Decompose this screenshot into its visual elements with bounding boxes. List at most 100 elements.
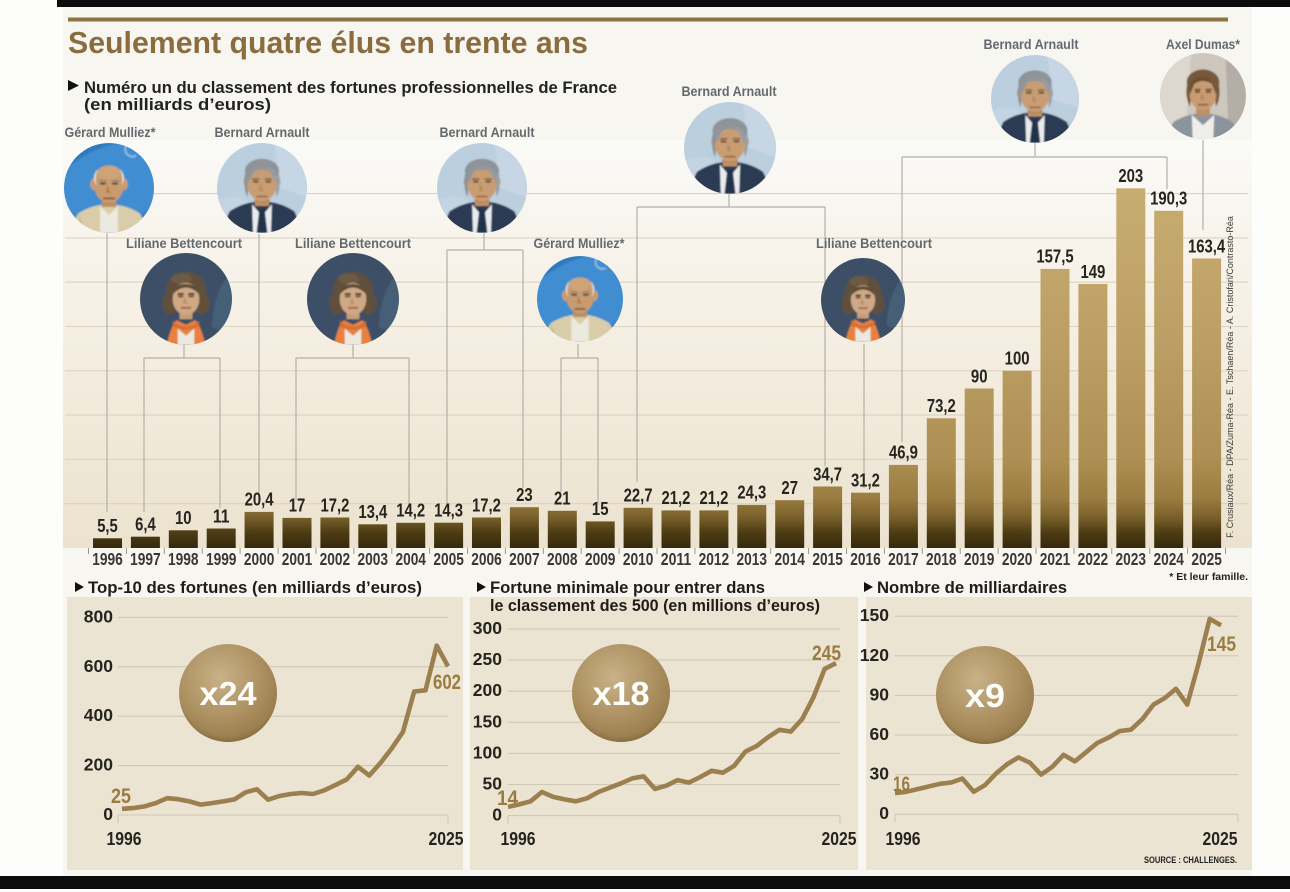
svg-text:190,3: 190,3 bbox=[1150, 189, 1187, 209]
svg-text:300: 300 bbox=[473, 618, 502, 638]
svg-text:21: 21 bbox=[554, 489, 571, 509]
svg-text:149: 149 bbox=[1080, 262, 1105, 282]
svg-text:2012: 2012 bbox=[699, 549, 730, 569]
svg-text:Nombre de milliardaires: Nombre de milliardaires bbox=[877, 579, 1067, 597]
svg-text:163,4: 163,4 bbox=[1188, 236, 1225, 256]
svg-text:Bernard Arnault: Bernard Arnault bbox=[984, 37, 1079, 52]
svg-text:6,4: 6,4 bbox=[135, 515, 156, 535]
svg-text:2025: 2025 bbox=[1191, 549, 1222, 569]
svg-text:2002: 2002 bbox=[320, 549, 351, 569]
svg-text:2010: 2010 bbox=[623, 549, 654, 569]
svg-text:Axel Dumas*: Axel Dumas* bbox=[1166, 37, 1241, 52]
svg-text:2025: 2025 bbox=[429, 828, 464, 849]
svg-text:2007: 2007 bbox=[509, 549, 540, 569]
svg-text:14,3: 14,3 bbox=[434, 501, 463, 521]
svg-text:30: 30 bbox=[870, 764, 890, 784]
svg-text:150: 150 bbox=[860, 605, 889, 625]
svg-text:2008: 2008 bbox=[547, 549, 578, 569]
svg-text:Liliane Bettencourt: Liliane Bettencourt bbox=[816, 236, 932, 251]
svg-text:60: 60 bbox=[870, 724, 890, 744]
svg-text:Bernard Arnault: Bernard Arnault bbox=[215, 125, 310, 140]
svg-text:100: 100 bbox=[1005, 349, 1030, 369]
svg-text:200: 200 bbox=[84, 755, 113, 775]
svg-text:2005: 2005 bbox=[433, 549, 464, 569]
svg-text:73,2: 73,2 bbox=[927, 396, 956, 416]
svg-text:200: 200 bbox=[473, 680, 502, 700]
svg-text:21,2: 21,2 bbox=[662, 488, 691, 508]
svg-text:17,2: 17,2 bbox=[320, 495, 349, 515]
svg-text:145: 145 bbox=[1207, 632, 1236, 656]
svg-text:Gérard Mulliez*: Gérard Mulliez* bbox=[65, 125, 157, 140]
svg-text:Gérard Mulliez*: Gérard Mulliez* bbox=[534, 236, 626, 251]
svg-text:x24: x24 bbox=[200, 675, 258, 712]
svg-text:20,4: 20,4 bbox=[245, 490, 274, 510]
svg-text:2000: 2000 bbox=[244, 549, 275, 569]
svg-text:1996: 1996 bbox=[501, 828, 536, 849]
svg-text:2011: 2011 bbox=[661, 549, 692, 569]
svg-text:2015: 2015 bbox=[812, 549, 843, 569]
svg-text:120: 120 bbox=[860, 645, 889, 665]
svg-text:46,9: 46,9 bbox=[889, 443, 918, 463]
svg-text:1999: 1999 bbox=[206, 549, 237, 569]
svg-text:1996: 1996 bbox=[886, 828, 921, 849]
svg-text:1998: 1998 bbox=[168, 549, 199, 569]
svg-text:x9: x9 bbox=[965, 677, 1005, 714]
svg-text:(en milliards d’euros): (en milliards d’euros) bbox=[84, 96, 271, 114]
svg-text:2001: 2001 bbox=[282, 549, 313, 569]
svg-text:27: 27 bbox=[781, 478, 798, 498]
svg-text:203: 203 bbox=[1118, 166, 1143, 186]
svg-text:2003: 2003 bbox=[358, 549, 389, 569]
svg-text:2018: 2018 bbox=[926, 549, 957, 569]
svg-text:le classement des 500 (en mill: le classement des 500 (en millions d’eur… bbox=[490, 597, 820, 615]
svg-text:1997: 1997 bbox=[130, 549, 161, 569]
svg-text:90: 90 bbox=[971, 366, 988, 386]
svg-text:2017: 2017 bbox=[888, 549, 919, 569]
svg-text:400: 400 bbox=[84, 705, 113, 725]
svg-text:11: 11 bbox=[213, 506, 230, 526]
svg-text:2022: 2022 bbox=[1078, 549, 1109, 569]
svg-text:2006: 2006 bbox=[471, 549, 502, 569]
svg-text:31,2: 31,2 bbox=[851, 471, 880, 491]
svg-text:14: 14 bbox=[497, 786, 518, 810]
svg-text:0: 0 bbox=[103, 804, 113, 824]
svg-text:SOURCE : CHALLENGES.: SOURCE : CHALLENGES. bbox=[1144, 855, 1237, 865]
svg-text:100: 100 bbox=[473, 742, 502, 762]
svg-text:Bernard Arnault: Bernard Arnault bbox=[440, 125, 535, 140]
svg-text:1996: 1996 bbox=[107, 828, 142, 849]
svg-text:2004: 2004 bbox=[395, 549, 426, 569]
svg-text:90: 90 bbox=[870, 684, 890, 704]
svg-text:2023: 2023 bbox=[1116, 549, 1147, 569]
svg-text:2020: 2020 bbox=[1002, 549, 1033, 569]
svg-text:Liliane Bettencourt: Liliane Bettencourt bbox=[295, 236, 411, 251]
svg-text:22,7: 22,7 bbox=[624, 486, 653, 506]
svg-text:Bernard Arnault: Bernard Arnault bbox=[682, 84, 777, 99]
svg-text:21,2: 21,2 bbox=[699, 488, 728, 508]
svg-text:0: 0 bbox=[879, 803, 889, 823]
svg-text:* Et leur famille.: * Et leur famille. bbox=[1169, 571, 1248, 583]
svg-text:Fortune minimale pour entrer d: Fortune minimale pour entrer dans bbox=[490, 579, 765, 597]
svg-text:2025: 2025 bbox=[1203, 828, 1238, 849]
svg-text:600: 600 bbox=[84, 656, 113, 676]
svg-text:245: 245 bbox=[812, 641, 841, 665]
svg-text:50: 50 bbox=[483, 774, 503, 794]
svg-text:250: 250 bbox=[473, 649, 502, 669]
svg-text:2021: 2021 bbox=[1040, 549, 1071, 569]
svg-text:16: 16 bbox=[893, 772, 910, 796]
svg-text:x18: x18 bbox=[593, 675, 650, 712]
svg-text:150: 150 bbox=[473, 711, 502, 731]
svg-text:14,2: 14,2 bbox=[396, 501, 425, 521]
svg-text:24,3: 24,3 bbox=[737, 483, 766, 503]
svg-text:23: 23 bbox=[516, 485, 533, 505]
svg-text:17,2: 17,2 bbox=[472, 495, 501, 515]
svg-text:34,7: 34,7 bbox=[813, 464, 842, 484]
svg-text:17: 17 bbox=[289, 496, 306, 516]
svg-text:2025: 2025 bbox=[822, 828, 857, 849]
svg-text:13,4: 13,4 bbox=[358, 502, 387, 522]
svg-text:F. Crusiaux/Réa - DPA/Zuma-Réa: F. Crusiaux/Réa - DPA/Zuma-Réa - E. Tsch… bbox=[1225, 216, 1235, 538]
svg-text:2024: 2024 bbox=[1153, 549, 1184, 569]
svg-text:2014: 2014 bbox=[774, 549, 805, 569]
svg-text:5,5: 5,5 bbox=[97, 516, 118, 536]
svg-text:2009: 2009 bbox=[585, 549, 616, 569]
svg-text:2013: 2013 bbox=[737, 549, 768, 569]
svg-text:Numéro un du classement des fo: Numéro un du classement des fortunes pro… bbox=[84, 79, 617, 97]
